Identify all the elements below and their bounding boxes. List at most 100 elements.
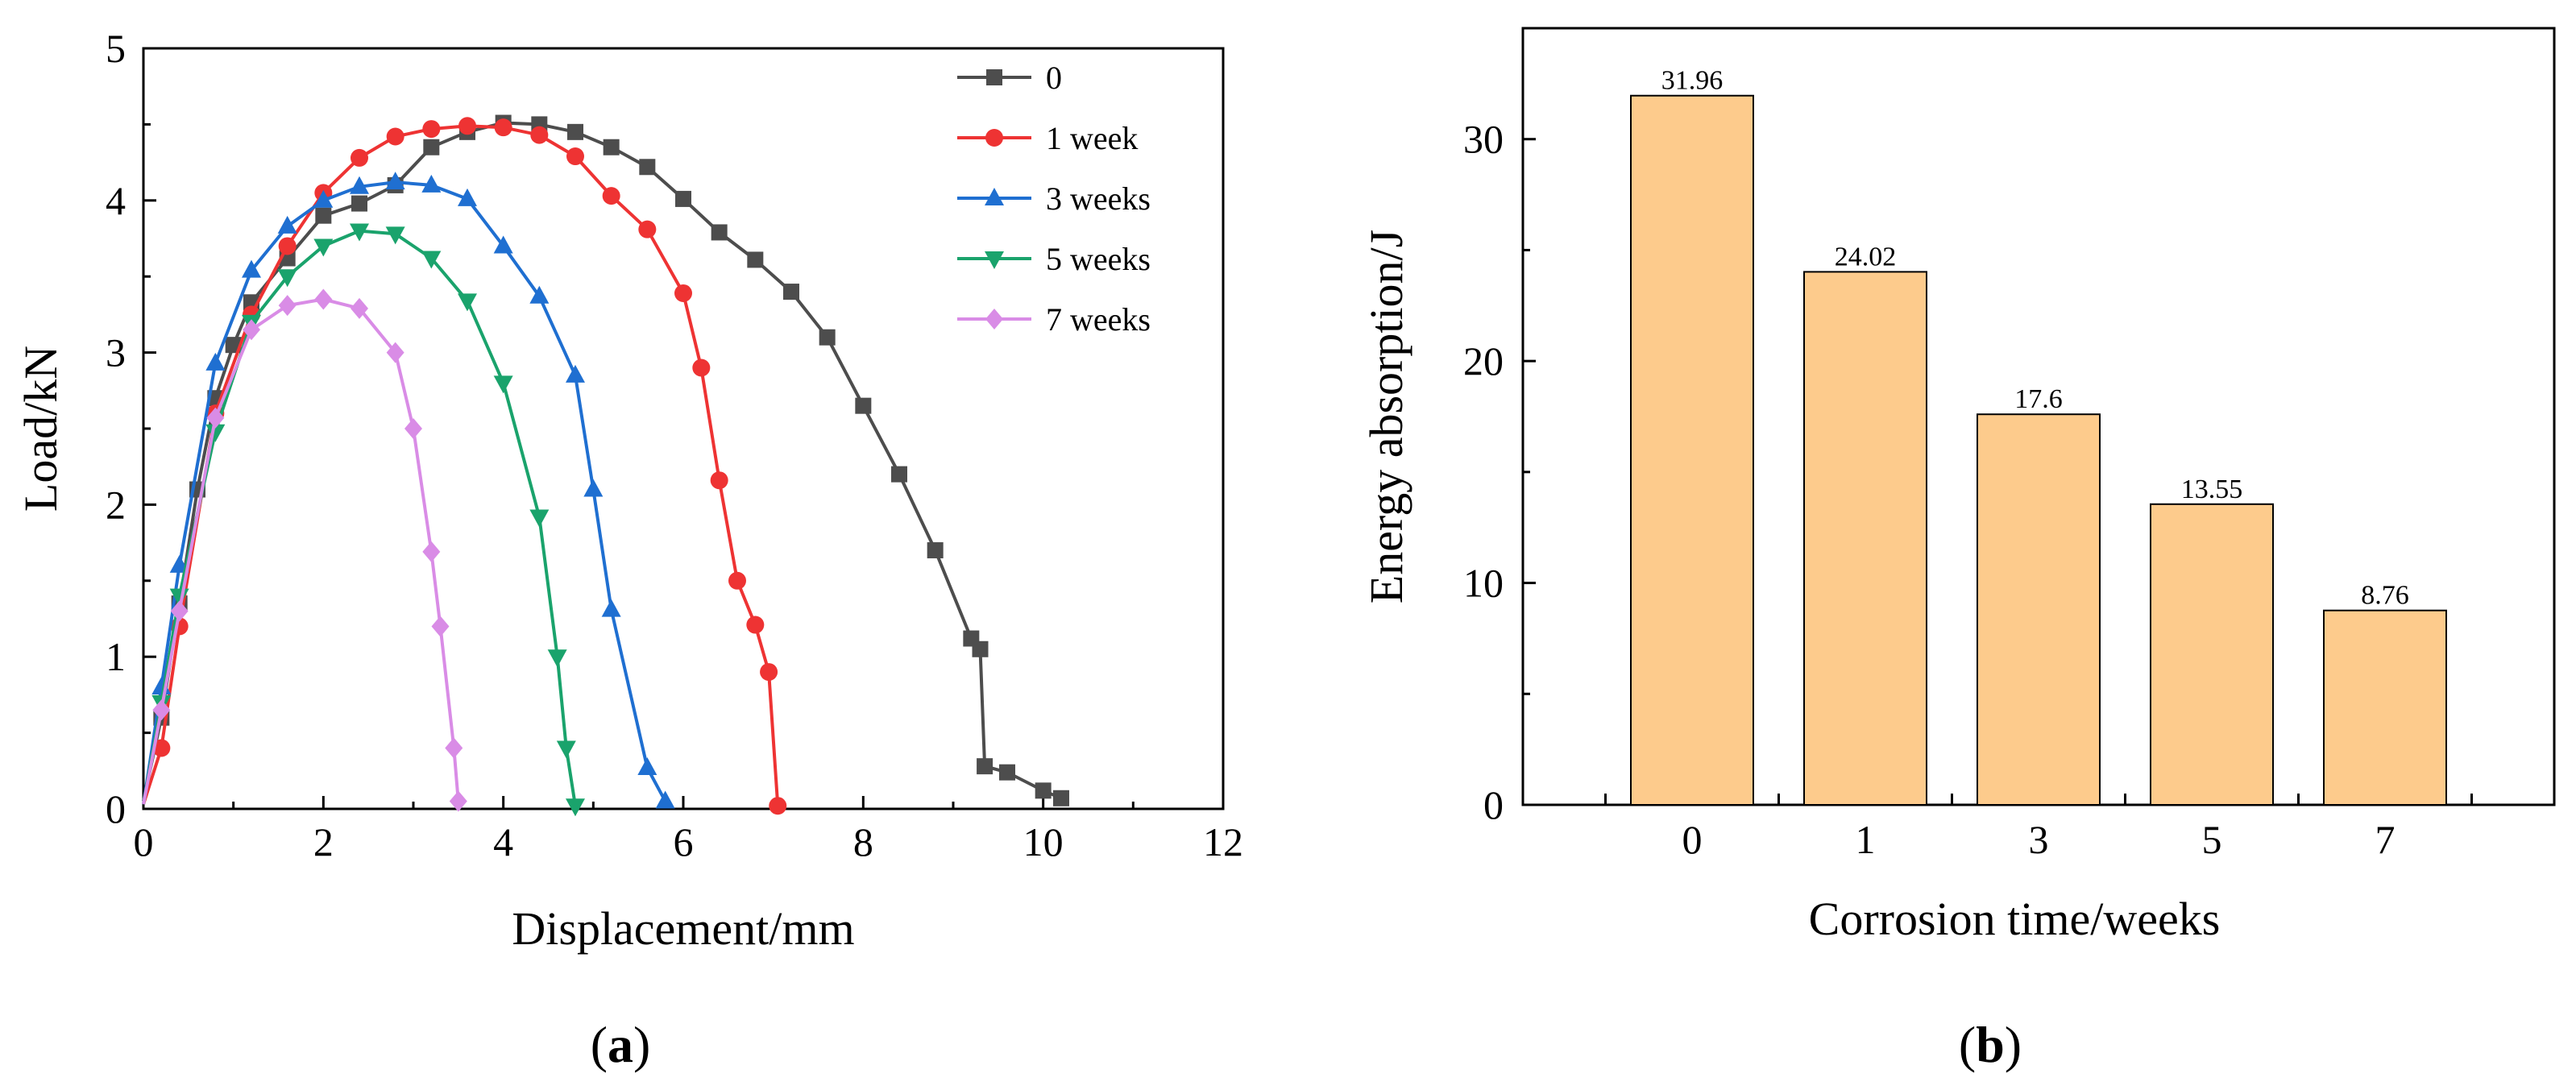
legend-marker (985, 188, 1004, 205)
x-tick-label: 7 (2375, 817, 2396, 862)
bar-1 (1803, 271, 1927, 806)
x-axis-label: Displacement/mm (512, 902, 854, 955)
x-tick-label: 0 (1682, 817, 1703, 862)
panel-label-a: (a) (591, 1016, 651, 1073)
series-line (142, 121, 1062, 802)
data-point (386, 342, 404, 363)
bar-data-label: 13.55 (2181, 475, 2243, 504)
data-point (728, 571, 746, 590)
data-point (458, 188, 477, 206)
legend-marker (985, 129, 1003, 147)
data-point (494, 118, 512, 137)
data-point (385, 172, 405, 190)
legend-entry: 5 weeks (957, 241, 1151, 277)
data-point (350, 176, 369, 194)
data-point (1035, 782, 1052, 799)
data-point (493, 375, 513, 394)
data-point (637, 757, 657, 776)
data-point (431, 616, 450, 637)
data-point (351, 195, 367, 212)
data-point (567, 123, 583, 140)
data-point (422, 541, 441, 562)
data-point (458, 117, 476, 135)
data-point (566, 798, 585, 817)
data-point (423, 139, 440, 155)
y-tick-label: 3 (106, 330, 126, 375)
data-point (385, 226, 405, 245)
plot-area-frame (142, 47, 1225, 810)
data-point (655, 790, 675, 809)
data-point (583, 479, 604, 497)
data-point (277, 269, 297, 288)
data-point (891, 466, 907, 483)
x-tick-label: 2 (313, 819, 334, 864)
data-point (529, 285, 550, 304)
legend-entry: 7 weeks (957, 301, 1151, 338)
bar-3 (1977, 413, 2101, 806)
x-tick-label: 5 (2202, 817, 2222, 862)
legend-entry: 0 (957, 60, 1062, 96)
data-point (675, 190, 691, 207)
series-0 (142, 114, 1069, 806)
x-tick-label: 3 (2029, 817, 2049, 862)
y-axis-label: Energy absorption/J (1360, 230, 1412, 603)
x-tick-label: 6 (674, 819, 694, 864)
data-point (278, 237, 297, 255)
y-tick-label: 4 (106, 178, 126, 223)
legend: 0 1 week 3 weeks 5 weeks 7 weeks (957, 60, 1151, 338)
data-point (760, 663, 778, 682)
data-point (422, 120, 441, 139)
data-point (152, 699, 171, 721)
data-point (170, 600, 189, 622)
data-point (639, 159, 656, 176)
y-tick-label: 20 (1463, 338, 1504, 383)
bar-data-label: 17.6 (2014, 384, 2063, 414)
data-point (556, 740, 576, 759)
y-tick-label: 30 (1463, 117, 1504, 162)
x-axis-ticks: 0 2 4 6 8 10 12 (134, 796, 1243, 864)
legend-marker (986, 69, 1002, 85)
panel-label-b: (b) (1959, 1016, 2022, 1073)
data-point (529, 509, 550, 528)
legend-label: 0 (1046, 60, 1062, 96)
data-point (638, 220, 657, 238)
data-point (493, 235, 513, 254)
legend-label: 7 weeks (1046, 301, 1151, 338)
y-axis-ticks: 0 10 20 30 (1463, 27, 1536, 827)
data-point (783, 284, 799, 301)
data-point (152, 739, 171, 757)
series-line (142, 180, 667, 805)
legend-marker (985, 251, 1004, 269)
x-tick-label: 10 (1023, 819, 1064, 864)
bar-data-label: 24.02 (1835, 242, 1897, 272)
series-4 (142, 288, 467, 812)
data-point (819, 329, 836, 346)
x-tick-label: 4 (493, 819, 513, 864)
data-point (530, 126, 549, 144)
data-point (277, 215, 297, 234)
bar-7 (2323, 609, 2447, 806)
data-point (999, 764, 1015, 781)
energy-absorption-chart: 0 10 20 30 31.96 0 24.02 1 17.6 3 13.55 5 8.76 7 Cor… (1360, 27, 2556, 1073)
legend-entry: 1 week (957, 120, 1138, 156)
data-point (278, 295, 297, 317)
data-point (205, 424, 226, 442)
data-point (315, 207, 332, 224)
data-point (855, 397, 872, 414)
data-point (692, 359, 711, 377)
data-point (746, 616, 765, 634)
data-point (710, 471, 728, 490)
series-group (142, 114, 1069, 817)
y-tick-label: 0 (106, 786, 126, 831)
x-tick-label: 12 (1203, 819, 1243, 864)
data-point (972, 640, 989, 657)
data-point (243, 319, 260, 341)
series-1 (142, 117, 787, 815)
y-axis-label: Load/kN (15, 346, 67, 512)
bar-data-label: 8.76 (2361, 581, 2409, 611)
y-tick-label: 2 (106, 482, 126, 527)
data-point (351, 148, 368, 167)
series-2 (142, 172, 675, 809)
